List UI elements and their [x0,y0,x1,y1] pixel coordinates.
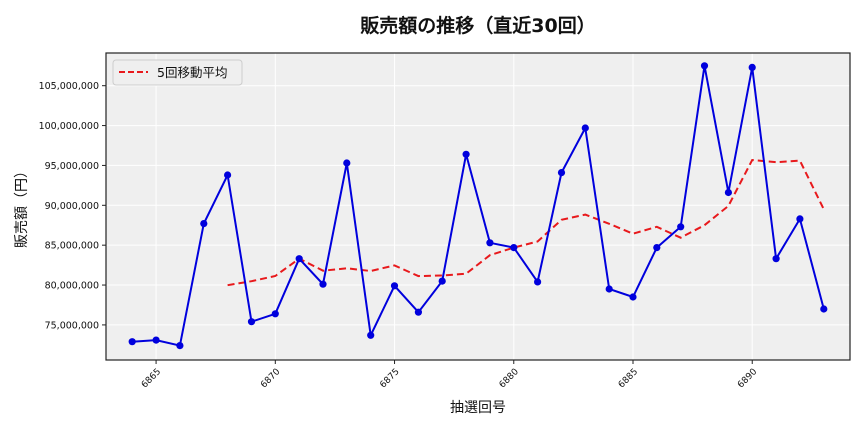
y-tick-label: 105,000,000 [39,81,99,92]
sales-data-point [128,338,136,346]
sales-data-point [629,293,637,301]
sales-data-point [295,255,303,263]
sales-data-point [319,280,327,288]
x-tick-label: 6870 [259,367,282,390]
moving-average-line [227,158,825,287]
sales-data-point [534,278,542,286]
sales-data-point [271,310,279,318]
y-tick-label: 90,000,000 [45,201,99,212]
legend-label-moving-average: 5回移動平均 [157,65,227,80]
sales-data-point [772,255,780,263]
x-axis-label: 抽選回号 [450,400,506,416]
plot-frame [105,52,851,361]
x-tick-label: 6890 [736,367,759,390]
sales-data-point [462,150,470,158]
y-tick-label: 100,000,000 [39,121,99,132]
y-axis-ticks: 75,000,000 80,000,000 85,000,000 90,000,000… [39,81,106,331]
y-tick-label: 75,000,000 [45,320,99,331]
y-axis-label: 販売額（円） [14,164,30,248]
sales-data-point [390,282,399,290]
sales-data-point [677,223,685,231]
legend: 5回移動平均 [112,59,243,86]
sales-data-point [820,305,828,313]
sales-line [132,65,825,347]
sales-data-point [748,63,756,71]
sales-data-point [796,215,804,223]
sales-data-point [343,159,351,167]
sales-data-point [176,342,184,350]
sales-data-point [224,171,232,179]
sales-data-point [653,244,661,252]
sales-data-point [438,277,446,285]
x-axis-ticks: 6865 6870 6875 6880 6885 6890 [140,360,760,390]
sales-data-point [152,336,160,344]
y-tick-label: 80,000,000 [45,281,99,292]
sales-data-point [605,285,613,293]
sales-series [128,62,828,350]
x-tick-label: 6865 [140,367,163,390]
sales-data-point [367,331,375,339]
plot-area [106,53,850,360]
y-tick-label: 95,000,000 [45,161,99,172]
sales-data-point [200,220,208,228]
x-tick-label: 6885 [617,367,640,390]
sales-data-point [247,318,256,326]
sales-data-point [724,188,733,197]
x-tick-label: 6880 [498,367,521,390]
sales-data-point [510,244,518,252]
y-tick-label: 85,000,000 [45,241,99,252]
sales-data-point [486,239,494,247]
x-tick-label: 6875 [378,367,401,390]
moving-average-series [227,158,825,287]
sales-data-point [581,124,589,132]
legend-box [112,59,243,86]
sales-data-point [557,169,566,177]
chart-title: 販売額の推移（直近30回） [360,14,595,37]
sales-data-point [700,62,709,70]
sales-data-point [414,308,422,316]
